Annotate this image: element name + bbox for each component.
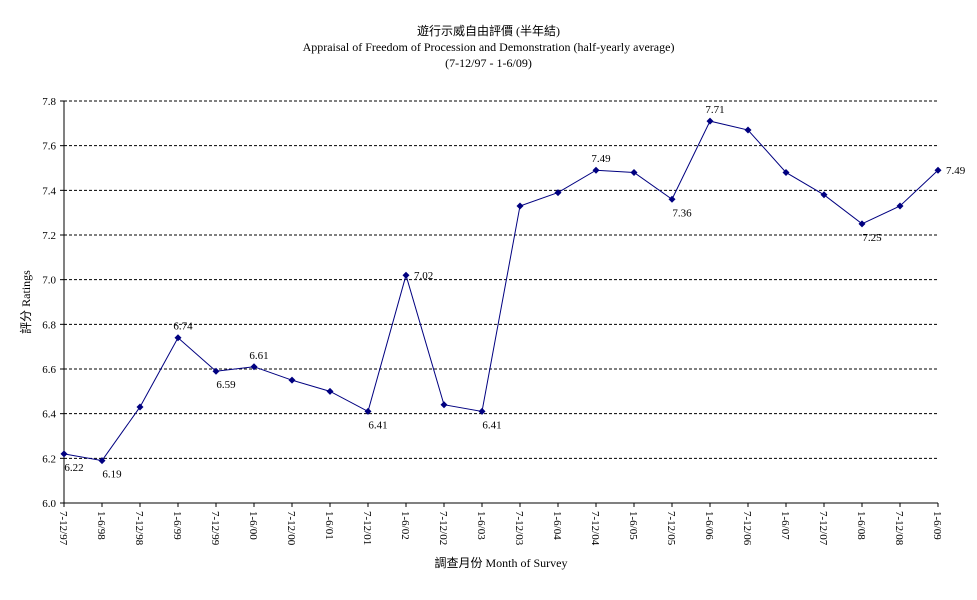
data-label: 6.22 [64,462,83,474]
chart-title-chinese: 遊行示威自由評價 (半年結) [417,24,560,38]
chart-title: Appraisal of Freedom of Procession and D… [302,40,675,54]
x-tick-label: 1-6/02 [399,511,411,540]
x-tick-label: 7-12/08 [893,511,905,546]
y-tick-label: 6.2 [42,453,56,465]
y-tick-label: 6.6 [42,364,56,376]
x-tick-label: 1-6/09 [931,511,943,540]
x-tick-label: 7-12/07 [817,511,829,546]
data-point-marker [934,166,942,174]
data-point-marker [326,387,334,395]
x-tick-label: 1-6/99 [171,511,183,540]
data-label: 6.41 [482,419,501,431]
x-tick-label: 7-12/06 [741,511,753,546]
x-tick-label: 7-12/04 [589,511,601,546]
data-point-marker [478,407,486,415]
x-tick-label: 7-12/02 [437,511,449,545]
x-tick-label: 1-6/07 [779,511,791,540]
data-point-marker [592,166,600,174]
y-tick-labels: 6.0 6.2 6.4 6.6 6.8 7.0 7.2 7.4 7.6 7.8 [42,96,56,510]
data-labels: 6.22 6.19 6.74 6.59 6.61 6.41 7.02 6.41 7.49 7.36… [64,104,965,480]
data-point-marker [896,202,904,210]
x-tick-labels: 7-12/97 1-6/98 7-12/98 1-6/99 7-12/99 1-6/00 7… [57,511,943,546]
x-tick-label: 7-12/03 [513,511,525,546]
data-point-marker [782,168,790,176]
data-label: 7.36 [672,207,692,219]
gridlines [64,100,938,459]
data-point-marker [174,334,182,342]
x-tick-label: 7-12/01 [361,511,373,545]
data-point-marker [250,363,258,371]
x-tick-label: 1-6/98 [95,511,107,540]
data-point-marker [630,168,638,176]
data-point-marker [136,403,144,411]
data-point-marker [706,117,714,125]
data-point-marker [402,271,410,279]
data-point-marker [440,401,448,409]
x-tick-label: 7-12/99 [209,511,221,546]
x-tick-label: 7-12/00 [285,511,297,546]
x-tick-label: 1-6/05 [627,511,639,540]
data-point-marker [364,407,372,415]
data-point-marker [60,450,68,458]
data-point-marker [668,195,676,203]
data-point-marker [744,126,752,134]
chart-title-block: 遊行示威自由評價 (半年結) Appraisal of Freedom of P… [0,0,977,71]
data-label: 7.49 [591,153,611,165]
y-tick-label: 6.8 [42,319,56,331]
y-tick-label: 7.8 [42,96,56,108]
x-tick-label: 1-6/00 [247,511,259,540]
data-point-marker [554,189,562,197]
y-tick-label: 7.0 [42,275,56,287]
data-point-marker [98,457,106,465]
data-point-marker [288,376,296,384]
y-tick-label: 7.2 [42,230,56,242]
x-tick-label: 7-12/05 [665,511,677,546]
y-tick-label: 6.0 [42,498,56,510]
y-tick-label: 6.4 [42,409,56,421]
axes [60,100,939,507]
x-axis-title: 調查月份 Month of Survey [435,556,568,570]
data-label: 7.49 [946,165,966,177]
data-point-marker [212,367,220,375]
series-line [63,120,939,462]
data-label: 7.25 [862,232,882,244]
data-point-marker [820,191,828,199]
x-tick-label: 1-6/03 [475,511,487,540]
data-point-marker [858,220,866,228]
x-tick-label: 7-12/98 [133,511,145,546]
series-ratings [60,117,942,465]
data-label: 6.19 [102,469,122,481]
y-tick-label: 7.4 [42,185,56,197]
data-label: 7.71 [705,104,724,116]
y-axis-title: 評分 Ratings [18,270,33,334]
x-tick-label: 7-12/97 [57,511,69,546]
x-tick-label: 1-6/08 [855,511,867,540]
data-label: 6.59 [216,379,236,391]
x-tick-label: 1-6/01 [323,511,335,540]
y-tick-label: 7.6 [42,141,56,153]
data-label: 6.61 [249,350,268,362]
data-label: 6.41 [368,419,387,431]
chart-subtitle: (7-12/97 - 1-6/09) [445,56,532,70]
data-label: 7.02 [414,270,433,282]
data-point-marker [516,202,524,210]
data-label: 6.74 [173,321,193,333]
x-tick-label: 1-6/06 [703,511,715,540]
x-tick-label: 1-6/04 [551,511,563,540]
